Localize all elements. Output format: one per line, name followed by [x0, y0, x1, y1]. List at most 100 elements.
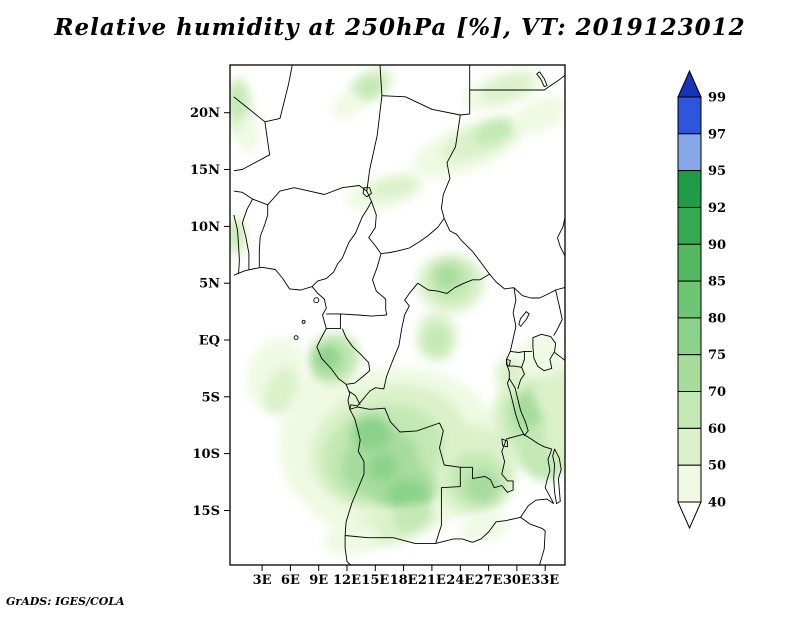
colorbar-segment: [677, 170, 702, 208]
colorbar-segment: [677, 391, 702, 429]
humidity-blob: [230, 220, 243, 251]
lon-tick-label: 3E: [253, 573, 272, 588]
island-outline: [301, 319, 306, 324]
colorbar-label: 60: [708, 422, 726, 437]
lat-tick-label: 15N: [190, 163, 220, 178]
humidity-blob: [434, 265, 460, 288]
colorbar-segment: [677, 464, 702, 503]
colorbar-segment: [677, 243, 702, 282]
humidity-blob: [238, 117, 260, 154]
border-line: [514, 433, 552, 450]
border-line: [510, 350, 532, 353]
border-line: [233, 121, 271, 172]
lat-tick-label: 10N: [190, 220, 220, 235]
border-line: [554, 352, 565, 361]
colorbar-label: 90: [708, 238, 726, 253]
lat-tick-label: 15S: [193, 504, 220, 519]
lon-tick-label: 24E: [446, 573, 474, 588]
border-line: [341, 328, 371, 385]
lake-outline: [532, 333, 557, 372]
border-line: [326, 313, 341, 330]
humidity-field: [230, 67, 565, 556]
border-line: [345, 406, 461, 544]
humidity-blob: [424, 325, 450, 355]
border-line: [241, 198, 253, 270]
humidity-blob: [264, 367, 298, 416]
border-line: [311, 190, 372, 287]
map-frame: [229, 64, 566, 566]
lake-outline: [506, 358, 511, 367]
border-line: [366, 65, 383, 192]
border-line: [252, 185, 368, 206]
colorbar-label: 40: [708, 496, 726, 511]
border-line: [440, 114, 461, 219]
border-line: [233, 190, 253, 200]
colorbar-arrow-up: [677, 69, 702, 98]
lake-outline: [501, 438, 508, 448]
colorbar-segment: [677, 133, 702, 172]
humidity-blob: [386, 479, 429, 510]
border-line: [258, 204, 269, 268]
lon-tick-label: 27E: [475, 573, 503, 588]
lon-tick-label: 30E: [503, 573, 531, 588]
plot-title: Relative humidity at 250hPa [%], VT: 201…: [54, 14, 746, 41]
lake-outline: [518, 311, 530, 327]
humidity-blob: [351, 416, 392, 451]
colorbar-label: 75: [708, 348, 726, 363]
colorbar-label: 85: [708, 275, 726, 290]
lat-tick-label: 5N: [199, 277, 220, 292]
colorbar-label: 99: [708, 91, 726, 106]
border-line: [233, 214, 240, 275]
island-outline: [293, 335, 299, 341]
border-line: [372, 253, 388, 316]
lat-tick-label: 20N: [190, 106, 220, 121]
humidity-blob: [323, 522, 380, 556]
humidity-blob: [459, 513, 509, 542]
border-line: [544, 448, 555, 504]
border-line: [348, 390, 361, 406]
lon-tick-label: 15E: [361, 573, 389, 588]
humidity-blob: [230, 83, 245, 120]
lon-tick-label: 6E: [281, 573, 300, 588]
lat-tick-label: EQ: [199, 334, 220, 349]
humidity-blob: [356, 77, 382, 98]
border-line: [469, 74, 565, 91]
humidity-blob: [513, 96, 565, 134]
border-line: [368, 201, 445, 255]
lat-tick-label: 5S: [202, 390, 220, 405]
colorbar-label: 70: [708, 385, 726, 400]
colorbar-segment: [677, 207, 702, 245]
humidity-blob: [370, 176, 419, 200]
colorbar-label: 80: [708, 311, 726, 326]
lon-tick-label: 12E: [333, 573, 361, 588]
colorbar-segment: [677, 317, 702, 356]
colorbar-segment: [677, 354, 702, 393]
lon-tick-label: 18E: [390, 573, 418, 588]
border-line: [435, 538, 473, 544]
lon-tick-label: 33E: [531, 573, 559, 588]
humidity-blob: [317, 347, 337, 367]
humidity-blob: [332, 93, 362, 119]
border-line: [233, 266, 365, 565]
border-line: [349, 273, 490, 410]
lon-tick-label: 9E: [309, 573, 328, 588]
border-line: [509, 287, 517, 352]
map-borders: [233, 65, 565, 565]
colorbar-segment: [677, 427, 702, 466]
island-outline: [313, 297, 320, 304]
humidity-blob: [482, 74, 533, 102]
border-line: [557, 217, 565, 257]
border-line: [460, 436, 516, 493]
humidity-blob: [392, 503, 434, 532]
border-line: [517, 367, 525, 390]
border-line: [489, 273, 565, 299]
humidity-blob: [473, 119, 513, 145]
colorbar-label: 92: [708, 201, 726, 216]
border-line: [326, 313, 387, 317]
colorbar-arrow-down: [677, 501, 702, 530]
border-line: [233, 65, 293, 123]
border-line: [381, 65, 471, 116]
lat-tick-label: 10S: [193, 447, 220, 462]
